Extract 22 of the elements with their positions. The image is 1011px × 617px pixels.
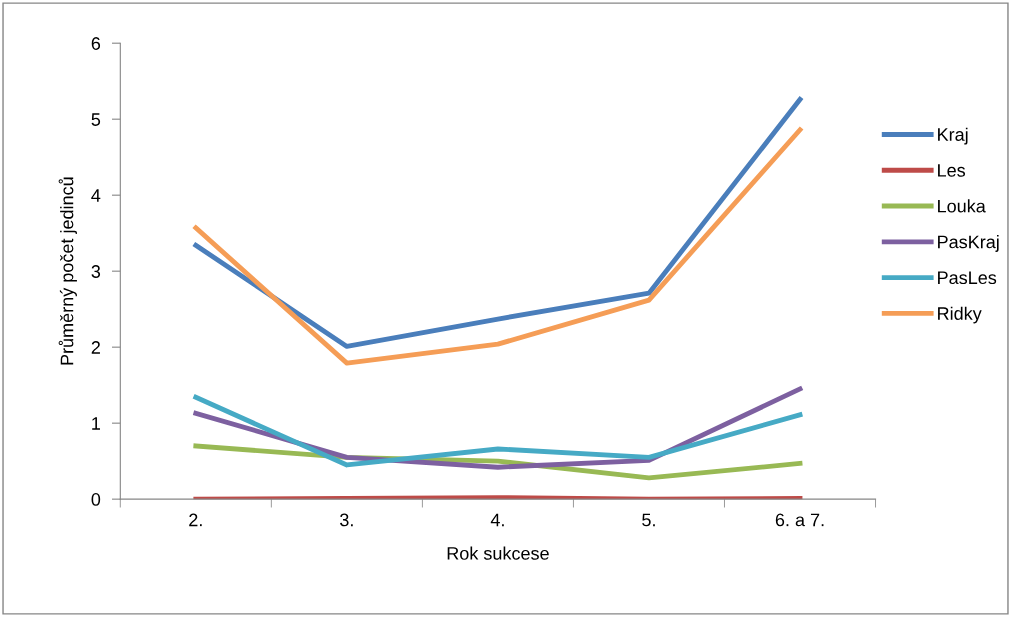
x-tick-label: 4. [490, 513, 504, 527]
legend-label: Les [938, 164, 966, 177]
y-tick-label: 2 [91, 341, 100, 354]
y-tick-label: 5 [91, 113, 101, 126]
y-tick-label: 1 [92, 417, 100, 430]
x-tick-label: 2. [189, 513, 202, 527]
line-series [193, 97, 803, 349]
legend-label: Louka [938, 199, 986, 213]
legend-label: PasKraj [938, 235, 999, 252]
y-tick-label: 0 [91, 493, 101, 506]
y-axis-title: Průměrný počet jedinců [58, 177, 77, 365]
line-series [193, 127, 803, 366]
x-tick-label: 6. a 7. [775, 513, 824, 527]
x-tick-label: 3. [340, 513, 353, 527]
y-tick-label: 6 [91, 37, 101, 50]
legend-label: Ridky [938, 306, 982, 324]
y-tick-label: 3 [91, 265, 101, 278]
y-tick-label: 4 [91, 189, 101, 202]
legend-label: Kraj [938, 127, 968, 145]
legend-label: PasLes [938, 271, 997, 285]
x-tick-label: 5. [642, 513, 655, 527]
x-axis-title: Rok sukcese [447, 546, 549, 560]
